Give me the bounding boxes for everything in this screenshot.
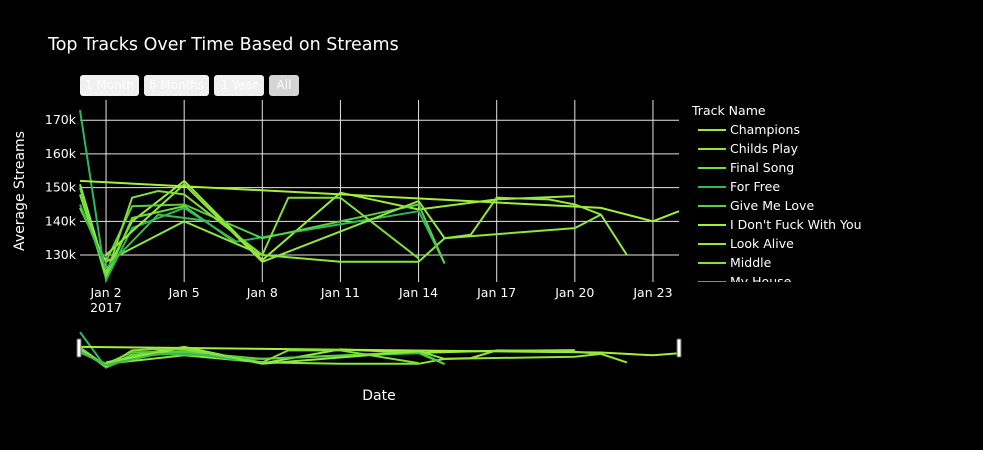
series-line-9[interactable] — [79, 204, 211, 271]
y-axis-label: Average Streams — [12, 131, 28, 251]
legend-swatch — [698, 205, 726, 207]
x-axis-year: 2017 — [90, 300, 122, 315]
legend-swatch — [698, 167, 726, 169]
range-slider-handle-left[interactable] — [76, 338, 82, 358]
legend-item[interactable]: Champions — [690, 120, 920, 139]
legend-label: I Don't Fuck With You — [730, 217, 862, 232]
y-tick-label: 150k — [45, 180, 77, 195]
series-line-6[interactable] — [79, 179, 680, 223]
x-tick-label: Jan 20 — [554, 285, 594, 300]
range-slider-lines — [79, 331, 680, 369]
y-tick-label: 160k — [45, 146, 77, 161]
legend-item[interactable]: Middle — [690, 253, 920, 272]
slider-series-line-8 — [79, 347, 419, 368]
y-axis-ticks: 130k 140k 150k 160k 170k — [45, 112, 77, 262]
legend-item[interactable]: Give Me Love — [690, 196, 920, 215]
y-tick-label: 170k — [45, 112, 77, 127]
x-tick-label: Jan 14 — [398, 285, 438, 300]
series-line-4[interactable] — [79, 109, 446, 284]
series-line-5[interactable] — [105, 203, 446, 264]
legend-swatch — [698, 148, 726, 150]
x-tick-label: Jan 2 — [89, 285, 121, 300]
range-button-1-month[interactable]: 1 Month — [80, 75, 139, 96]
legend-swatch — [698, 186, 726, 188]
y-tick-label: 140k — [45, 213, 77, 228]
legend-item[interactable]: Childs Play — [690, 139, 920, 158]
x-axis-label: Date — [362, 388, 395, 404]
x-axis-ticks: Jan 2 Jan 5 Jan 8 Jan 11 Jan 14 Jan 17 Jan 20 J… — [89, 285, 672, 300]
legend-item[interactable]: I Don't Fuck With You — [690, 215, 920, 234]
chart-title: Top Tracks Over Time Based on Streams — [47, 35, 399, 55]
legend-swatch — [698, 243, 726, 245]
legend-swatch — [698, 224, 726, 226]
legend-title: Track Name — [692, 103, 766, 118]
series-line-1[interactable] — [79, 179, 575, 275]
plot-lines — [79, 109, 680, 284]
range-button-6-months[interactable]: 6 Months — [144, 75, 209, 96]
legend-label: For Free — [730, 179, 781, 194]
x-tick-label: Jan 5 — [168, 285, 200, 300]
slider-series-line-9 — [79, 350, 211, 367]
legend-item[interactable]: Final Song — [690, 158, 920, 177]
legend-label: Give Me Love — [730, 198, 815, 213]
y-tick-label: 130k — [45, 247, 77, 262]
legend-swatch — [698, 129, 726, 131]
legend-item[interactable]: Look Alive — [690, 234, 920, 253]
range-slider-handle-right[interactable] — [676, 338, 682, 358]
range-slider[interactable] — [76, 330, 682, 369]
legend-label: Middle — [730, 255, 772, 270]
legend-label: Champions — [730, 122, 800, 137]
legend-item[interactable]: My House — [690, 272, 920, 282]
legend: Champions Childs Play Final Song For Free Gi… — [690, 120, 920, 282]
x-tick-label: Jan 8 — [246, 285, 278, 300]
legend-swatch — [698, 281, 726, 282]
x-tick-label: Jan 17 — [476, 285, 516, 300]
legend-swatch — [698, 262, 726, 264]
range-button-all[interactable]: All — [269, 75, 299, 96]
series-line-2[interactable] — [79, 207, 602, 264]
series-line-8[interactable] — [79, 189, 420, 279]
x-tick-label: Jan 11 — [320, 285, 360, 300]
legend-label: Childs Play — [730, 141, 799, 156]
range-button-1-year[interactable]: 1 Year — [214, 75, 264, 96]
slider-series-line-2 — [79, 351, 602, 365]
x-tick-label: Jan 23 — [632, 285, 672, 300]
legend-label: Look Alive — [730, 236, 794, 251]
legend-label: Final Song — [730, 160, 795, 175]
legend-item[interactable]: For Free — [690, 177, 920, 196]
legend-label: My House — [730, 274, 792, 282]
